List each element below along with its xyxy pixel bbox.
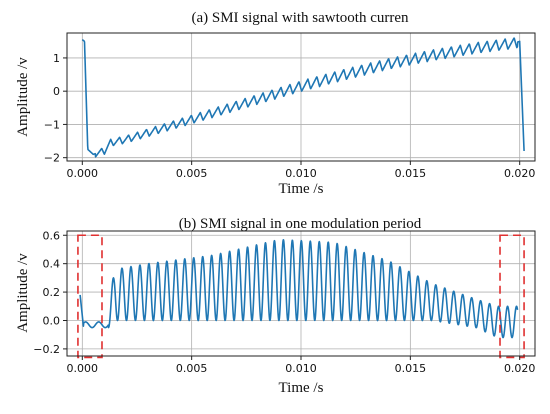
chart-b-ylabel: Amplitude /v <box>15 253 31 333</box>
x-tick-label: 0.005 <box>176 362 208 375</box>
y-tick-label: 0.6 <box>43 229 61 242</box>
y-tick-label: 0 <box>53 85 60 98</box>
chart-a-series-line <box>81 37 525 158</box>
x-tick-label: 0.020 <box>504 362 536 375</box>
x-tick-label: 0.015 <box>395 167 427 180</box>
chart-b-series-line <box>79 239 519 339</box>
x-tick-label: 0.010 <box>285 362 317 375</box>
x-tick-label: 0.010 <box>285 167 317 180</box>
chart-b-ticks: 0.000 0.005 0.010 0.015 0.020 −0.2 0.0 0.2 0.4 0.… <box>33 229 535 375</box>
y-tick-label: 0.0 <box>43 314 61 327</box>
chart-a-ticks: 0.000 0.005 0.010 0.015 0.020 −2 −1 0 1 <box>44 52 536 180</box>
y-tick-label: 0.4 <box>43 258 61 271</box>
chart-b-annotations <box>77 234 525 359</box>
x-tick-label: 0.020 <box>504 167 536 180</box>
chart-b-title: (b) SMI signal in one modulation period <box>179 216 422 232</box>
chart-b-xlabel: Time /s <box>279 380 324 396</box>
chart-a-grid <box>67 33 535 161</box>
y-tick-label: 1 <box>53 52 60 65</box>
chart-a-xlabel: Time /s <box>279 181 324 197</box>
x-tick-label: 0.000 <box>67 362 99 375</box>
y-tick-label: 0.2 <box>43 286 61 299</box>
red-dashed-bracket-2 <box>499 234 525 359</box>
chart-a-ylabel: Amplitude /v <box>15 57 31 137</box>
y-tick-label: −2 <box>44 152 60 165</box>
chart-panel-a: (a) SMI signal with sawtooth curren 0.00… <box>15 10 536 197</box>
x-tick-label: 0.005 <box>176 167 208 180</box>
y-tick-label: −0.2 <box>33 343 60 356</box>
chart-panel-b: (b) SMI signal in one modulation period … <box>15 216 536 396</box>
x-tick-label: 0.000 <box>67 167 99 180</box>
x-tick-label: 0.015 <box>395 362 427 375</box>
y-tick-label: −1 <box>44 118 60 131</box>
red-dashed-bracket-1 <box>77 234 103 359</box>
chart-a-title: (a) SMI signal with sawtooth curren <box>191 10 409 26</box>
